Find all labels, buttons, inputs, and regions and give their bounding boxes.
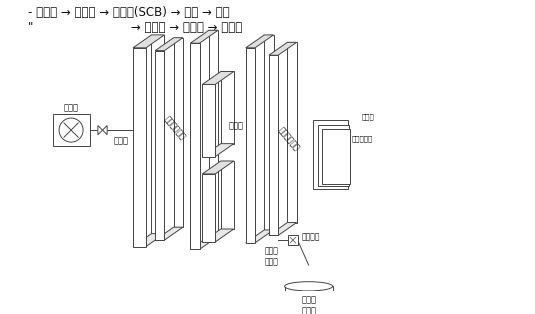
Polygon shape [246,230,273,243]
Polygon shape [103,126,107,135]
Text: 공기관: 공기관 [361,113,374,120]
Polygon shape [264,35,273,230]
Polygon shape [133,234,164,246]
Polygon shape [155,38,183,51]
Polygon shape [133,35,164,48]
Text: 하부연결관: 하부연결관 [352,135,373,142]
Polygon shape [221,72,234,143]
Polygon shape [246,35,273,48]
Text: 연결관: 연결관 [229,121,244,130]
Polygon shape [202,72,234,84]
Bar [246,48,255,243]
Polygon shape [221,161,234,229]
Polygon shape [190,236,218,249]
Bar [269,55,278,236]
Bar [318,125,349,187]
Text: 전동펜프: 전동펜프 [301,233,320,242]
Bar [285,286,333,314]
Ellipse shape [285,282,333,291]
Text: - 치리장 → 저장조 → 발효상(SCB) → 퇴비 → 판매: - 치리장 → 저장조 → 발효상(SCB) → 퇴비 → 판매 [28,6,230,19]
Bar [202,174,215,242]
Text: 수분함수조정: 수분함수조정 [276,125,301,152]
Text: 수분함수조정: 수분함수조정 [162,114,187,141]
Polygon shape [287,42,296,223]
Bar [52,114,89,146]
Polygon shape [174,38,183,227]
Text: "                          → 여과액 → 저장조 → 액비화: " → 여과액 → 저장조 → 액비화 [28,21,242,34]
Polygon shape [202,229,234,242]
Polygon shape [190,30,218,43]
Polygon shape [98,126,103,135]
Bar [133,48,146,246]
Bar [190,43,200,249]
Polygon shape [151,35,164,234]
Bar [202,84,215,157]
Polygon shape [155,227,183,240]
Polygon shape [202,161,234,174]
Text: 여과수
저장조: 여과수 저장조 [301,296,316,314]
Bar [314,120,348,189]
Polygon shape [202,143,234,157]
Text: 침출수
배출관: 침출수 배출관 [265,246,279,266]
Polygon shape [269,223,296,236]
Bar [323,129,350,184]
Bar [155,51,164,240]
Polygon shape [209,30,218,236]
Text: 브로워: 브로워 [64,104,79,112]
Text: 송풍관: 송풍관 [113,137,128,146]
Bar [288,236,297,245]
Polygon shape [269,42,296,55]
